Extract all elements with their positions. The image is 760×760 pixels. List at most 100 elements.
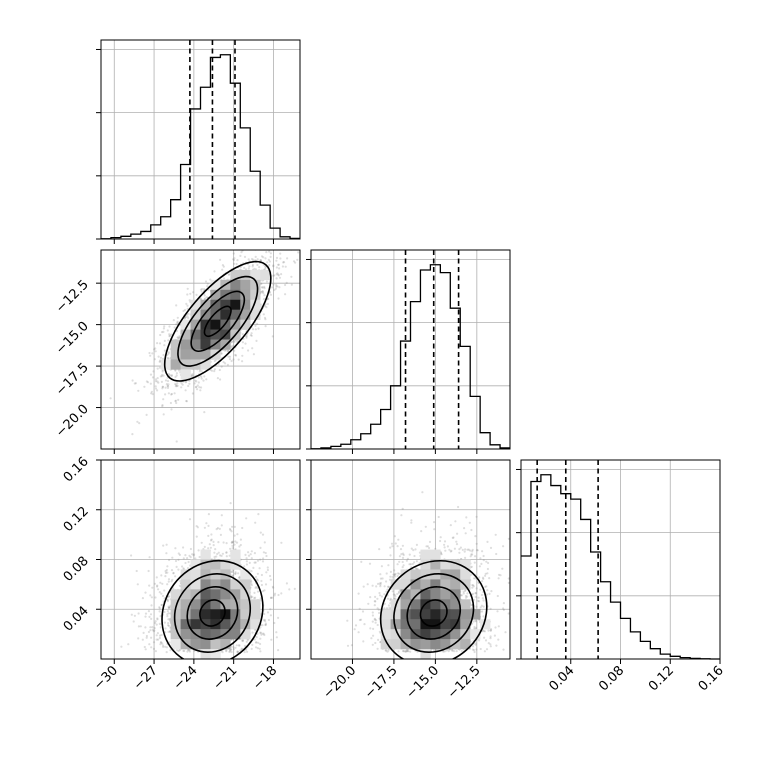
pair-1-point bbox=[245, 517, 248, 520]
pair-1-point bbox=[269, 614, 272, 617]
pair-0-density-cell bbox=[200, 349, 211, 360]
pair-1-point bbox=[288, 588, 291, 591]
pair-1-point bbox=[231, 525, 234, 528]
pair-1-point bbox=[152, 647, 155, 651]
pair-1-point bbox=[164, 571, 167, 575]
pair-1-point bbox=[127, 643, 130, 646]
pair-0-point bbox=[166, 329, 169, 332]
pair-0-point bbox=[185, 399, 188, 403]
pair-0-point bbox=[290, 275, 293, 278]
pair-0-contour bbox=[190, 290, 246, 352]
pair-1-point bbox=[239, 543, 242, 547]
pair-0-point bbox=[282, 261, 285, 264]
pair-1-point bbox=[245, 563, 248, 566]
pair-0-density-cell bbox=[200, 299, 211, 310]
pair-0-density-cell bbox=[250, 279, 261, 291]
pair-0-point bbox=[161, 373, 164, 376]
pair-1-y-tick-label: 0.16 bbox=[61, 454, 92, 485]
pair-0-point bbox=[286, 257, 289, 260]
pair-0-density-cell bbox=[230, 269, 241, 281]
pair-0-point bbox=[263, 294, 266, 297]
pair-1-point bbox=[220, 524, 223, 527]
pair-0-point bbox=[137, 389, 140, 392]
pair-0-point bbox=[154, 385, 157, 388]
pair-0-point bbox=[261, 286, 264, 289]
pair-0-point bbox=[276, 285, 279, 288]
pair-0-point bbox=[156, 342, 159, 345]
pair-1-point bbox=[148, 584, 151, 587]
pair-1-point bbox=[270, 638, 273, 641]
pair-0-point bbox=[232, 358, 235, 361]
pair-1-point bbox=[262, 590, 265, 593]
pair-1-point bbox=[164, 645, 167, 648]
pair-0-point bbox=[174, 400, 177, 403]
pair-1-point bbox=[189, 547, 192, 551]
pair-0-point bbox=[232, 340, 235, 343]
pair-0-point bbox=[181, 383, 184, 386]
pair-0-density-cell bbox=[230, 319, 241, 330]
hist-0-frame bbox=[100, 39, 301, 240]
pair-0-point bbox=[271, 286, 274, 289]
pair-1-point bbox=[178, 553, 181, 557]
pair-1-point bbox=[168, 618, 171, 621]
pair-1-point bbox=[238, 545, 241, 548]
pair-1-point bbox=[228, 648, 231, 652]
pair-1-point bbox=[277, 593, 280, 597]
pair-1-point bbox=[251, 631, 254, 634]
pair-0-point bbox=[161, 370, 164, 373]
pair-1-point bbox=[265, 554, 268, 558]
pair-1-point bbox=[229, 547, 232, 550]
pair-1-point bbox=[231, 547, 234, 550]
pair-0-point bbox=[247, 267, 250, 270]
pair-1-point bbox=[254, 521, 257, 524]
hist-1-steps bbox=[311, 264, 510, 450]
pair-1-point bbox=[254, 561, 257, 564]
pair-0-point bbox=[185, 400, 188, 403]
pair-0-point bbox=[170, 333, 173, 336]
pair-0-point bbox=[271, 244, 273, 246]
pair-0-point bbox=[169, 401, 172, 405]
pair-1-point bbox=[259, 631, 262, 634]
pair-0-point bbox=[227, 273, 230, 276]
pair-0-point bbox=[261, 290, 264, 293]
pair-0-point bbox=[232, 258, 235, 261]
pair-0-point bbox=[138, 422, 141, 425]
pair-0-point bbox=[277, 274, 280, 277]
pair-0-point bbox=[191, 373, 194, 376]
pair-1-point bbox=[261, 632, 264, 635]
pair-1-point bbox=[273, 594, 276, 597]
pair-1-point bbox=[245, 560, 248, 563]
pair-0-y-tick-label: −12.5 bbox=[53, 277, 92, 316]
pair-0-point bbox=[206, 285, 209, 288]
pair-1-point bbox=[238, 576, 241, 579]
pair-0-point bbox=[164, 393, 167, 396]
pair-0-point bbox=[175, 374, 178, 377]
pair-1-point bbox=[197, 549, 200, 552]
pair-0-point bbox=[159, 356, 162, 359]
pair-0-point bbox=[261, 290, 264, 293]
pair-1-point bbox=[232, 646, 235, 649]
pair-0-point bbox=[235, 340, 239, 343]
pair-1-point bbox=[207, 547, 210, 550]
pair-0-point bbox=[160, 331, 164, 334]
pair-1-point bbox=[244, 553, 247, 557]
pair-0-density-cell bbox=[180, 329, 191, 340]
pair-0-density-cell bbox=[180, 319, 191, 330]
pair-1-point bbox=[172, 571, 175, 575]
pair-0-density-cell bbox=[240, 279, 251, 291]
pair-1-x-tick-label: −30 bbox=[91, 663, 121, 693]
pair-0-point bbox=[219, 258, 222, 261]
pair-0-point bbox=[226, 350, 229, 353]
pair-1-point bbox=[221, 552, 224, 555]
pair-0-point bbox=[266, 302, 269, 306]
pair-1-point bbox=[149, 629, 152, 632]
pair-1-point bbox=[238, 576, 241, 579]
pair-0-point bbox=[166, 386, 170, 389]
pair-1-point bbox=[232, 648, 235, 651]
pair-1-point bbox=[141, 638, 144, 641]
pair-0-density-cell bbox=[210, 329, 221, 340]
pair-0-point bbox=[194, 386, 197, 389]
pair-1-point bbox=[192, 554, 195, 557]
pair-1-point bbox=[159, 626, 162, 629]
pair-1-point bbox=[153, 629, 156, 632]
